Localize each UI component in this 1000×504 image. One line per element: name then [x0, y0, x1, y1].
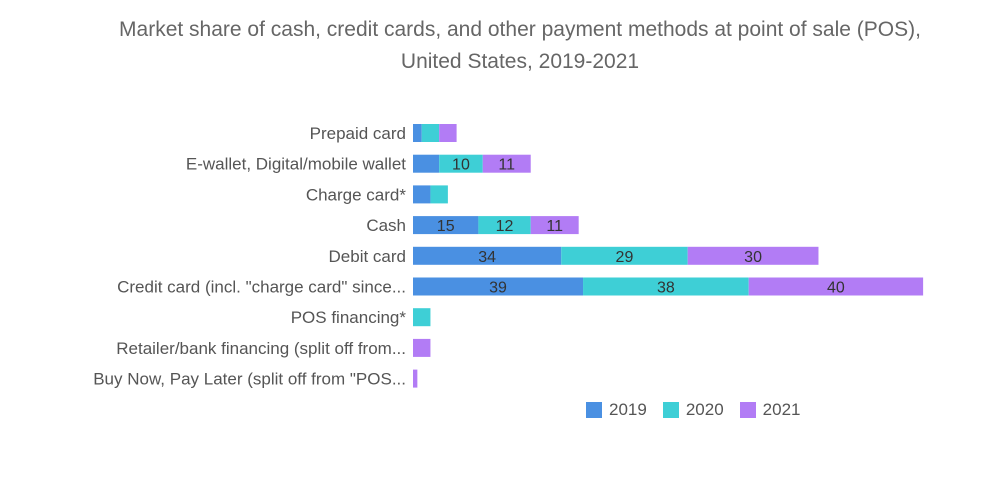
chart-title: Market share of cash, credit cards, and …	[0, 14, 1000, 78]
bar-2021-cash[interactable]	[530, 216, 579, 235]
legend-label-2021: 2021	[762, 400, 801, 419]
legend-swatch-2020	[662, 402, 679, 418]
legend-label-2019: 2019	[609, 400, 647, 419]
data-label-2020-cash: 12	[496, 218, 514, 235]
bar-2021-credit-card-incl-charge-card-since[interactable]	[748, 277, 924, 296]
data-label-2019-credit-card-incl-charge-card-since: 39	[489, 280, 507, 297]
chart-title-line-2: United States, 2019-2021	[400, 50, 640, 73]
bar-2021-prepaid-card[interactable]	[439, 124, 457, 142]
bar-2020-e-wallet-digital-mobile-wallet[interactable]	[439, 154, 483, 173]
category-label-charge-card: Charge card*	[306, 185, 407, 204]
bar-2019-debit-card[interactable]	[413, 246, 562, 265]
category-label-e-wallet-digital-mobile-wallet: E-wallet, Digital/mobile wallet	[186, 155, 406, 174]
data-label-2020-debit-card: 29	[616, 249, 634, 266]
data-label-2019-cash: 15	[437, 218, 455, 235]
bar-2019-cash[interactable]	[413, 216, 479, 235]
bar-2019-charge-card[interactable]	[413, 185, 431, 204]
data-label-2021-e-wallet-digital-mobile-wallet: 11	[498, 157, 515, 174]
category-label-retailer-bank-financing-split-off-from: Retailer/bank financing (split off from.…	[116, 339, 406, 358]
bar-2019-e-wallet-digital-mobile-wallet[interactable]	[413, 154, 440, 173]
data-label-2021-cash: 11	[546, 218, 563, 235]
category-label-cash: Cash	[366, 216, 406, 235]
legend-swatch-2021	[739, 402, 756, 418]
bar-2019-prepaid-card[interactable]	[413, 124, 422, 142]
chart-title-line-1: Market share of cash, credit cards, and …	[119, 18, 921, 41]
bar-2021-debit-card[interactable]	[687, 246, 819, 265]
category-label-pos-financing: POS financing*	[291, 308, 407, 327]
chart-legend: 2019 2020 2021	[586, 400, 800, 420]
legend-item-2021[interactable]: 2021	[739, 400, 801, 420]
category-label-debit-card: Debit card	[329, 247, 406, 266]
bar-2021-retailer-bank-financing-split-off-from[interactable]	[413, 338, 431, 357]
legend-item-2019[interactable]: 2019	[586, 400, 647, 420]
bar-2020-debit-card[interactable]	[561, 246, 688, 265]
bar-2020-pos-financing[interactable]	[413, 308, 431, 327]
bar-2020-charge-card[interactable]	[430, 185, 448, 204]
bar-2020-cash[interactable]	[478, 216, 531, 235]
category-label-credit-card-incl-charge-card-since: Credit card (incl. "charge card" since..…	[117, 278, 406, 297]
data-label-2021-debit-card: 30	[744, 249, 762, 266]
data-label-2019-debit-card: 34	[478, 249, 496, 266]
data-label-2021-credit-card-incl-charge-card-since: 40	[827, 280, 845, 297]
category-label-buy-now-pay-later-split-off-from-pos: Buy Now, Pay Later (split off from "POS.…	[93, 370, 406, 389]
legend-item-2020[interactable]: 2020	[662, 400, 724, 420]
bar-2020-credit-card-incl-charge-card-since[interactable]	[583, 277, 749, 296]
legend-label-2020: 2020	[685, 400, 724, 419]
bar-2021-buy-now-pay-later-split-off-from-pos[interactable]	[413, 369, 418, 388]
bar-2019-credit-card-incl-charge-card-since[interactable]	[413, 277, 584, 296]
legend-swatch-2019	[586, 402, 602, 418]
bar-2020-prepaid-card[interactable]	[421, 124, 440, 142]
bar-2021-e-wallet-digital-mobile-wallet[interactable]	[482, 154, 531, 173]
data-label-2020-e-wallet-digital-mobile-wallet: 10	[452, 157, 470, 174]
category-label-prepaid-card: Prepaid card	[310, 124, 406, 143]
data-label-2020-credit-card-incl-charge-card-since: 38	[657, 280, 675, 297]
